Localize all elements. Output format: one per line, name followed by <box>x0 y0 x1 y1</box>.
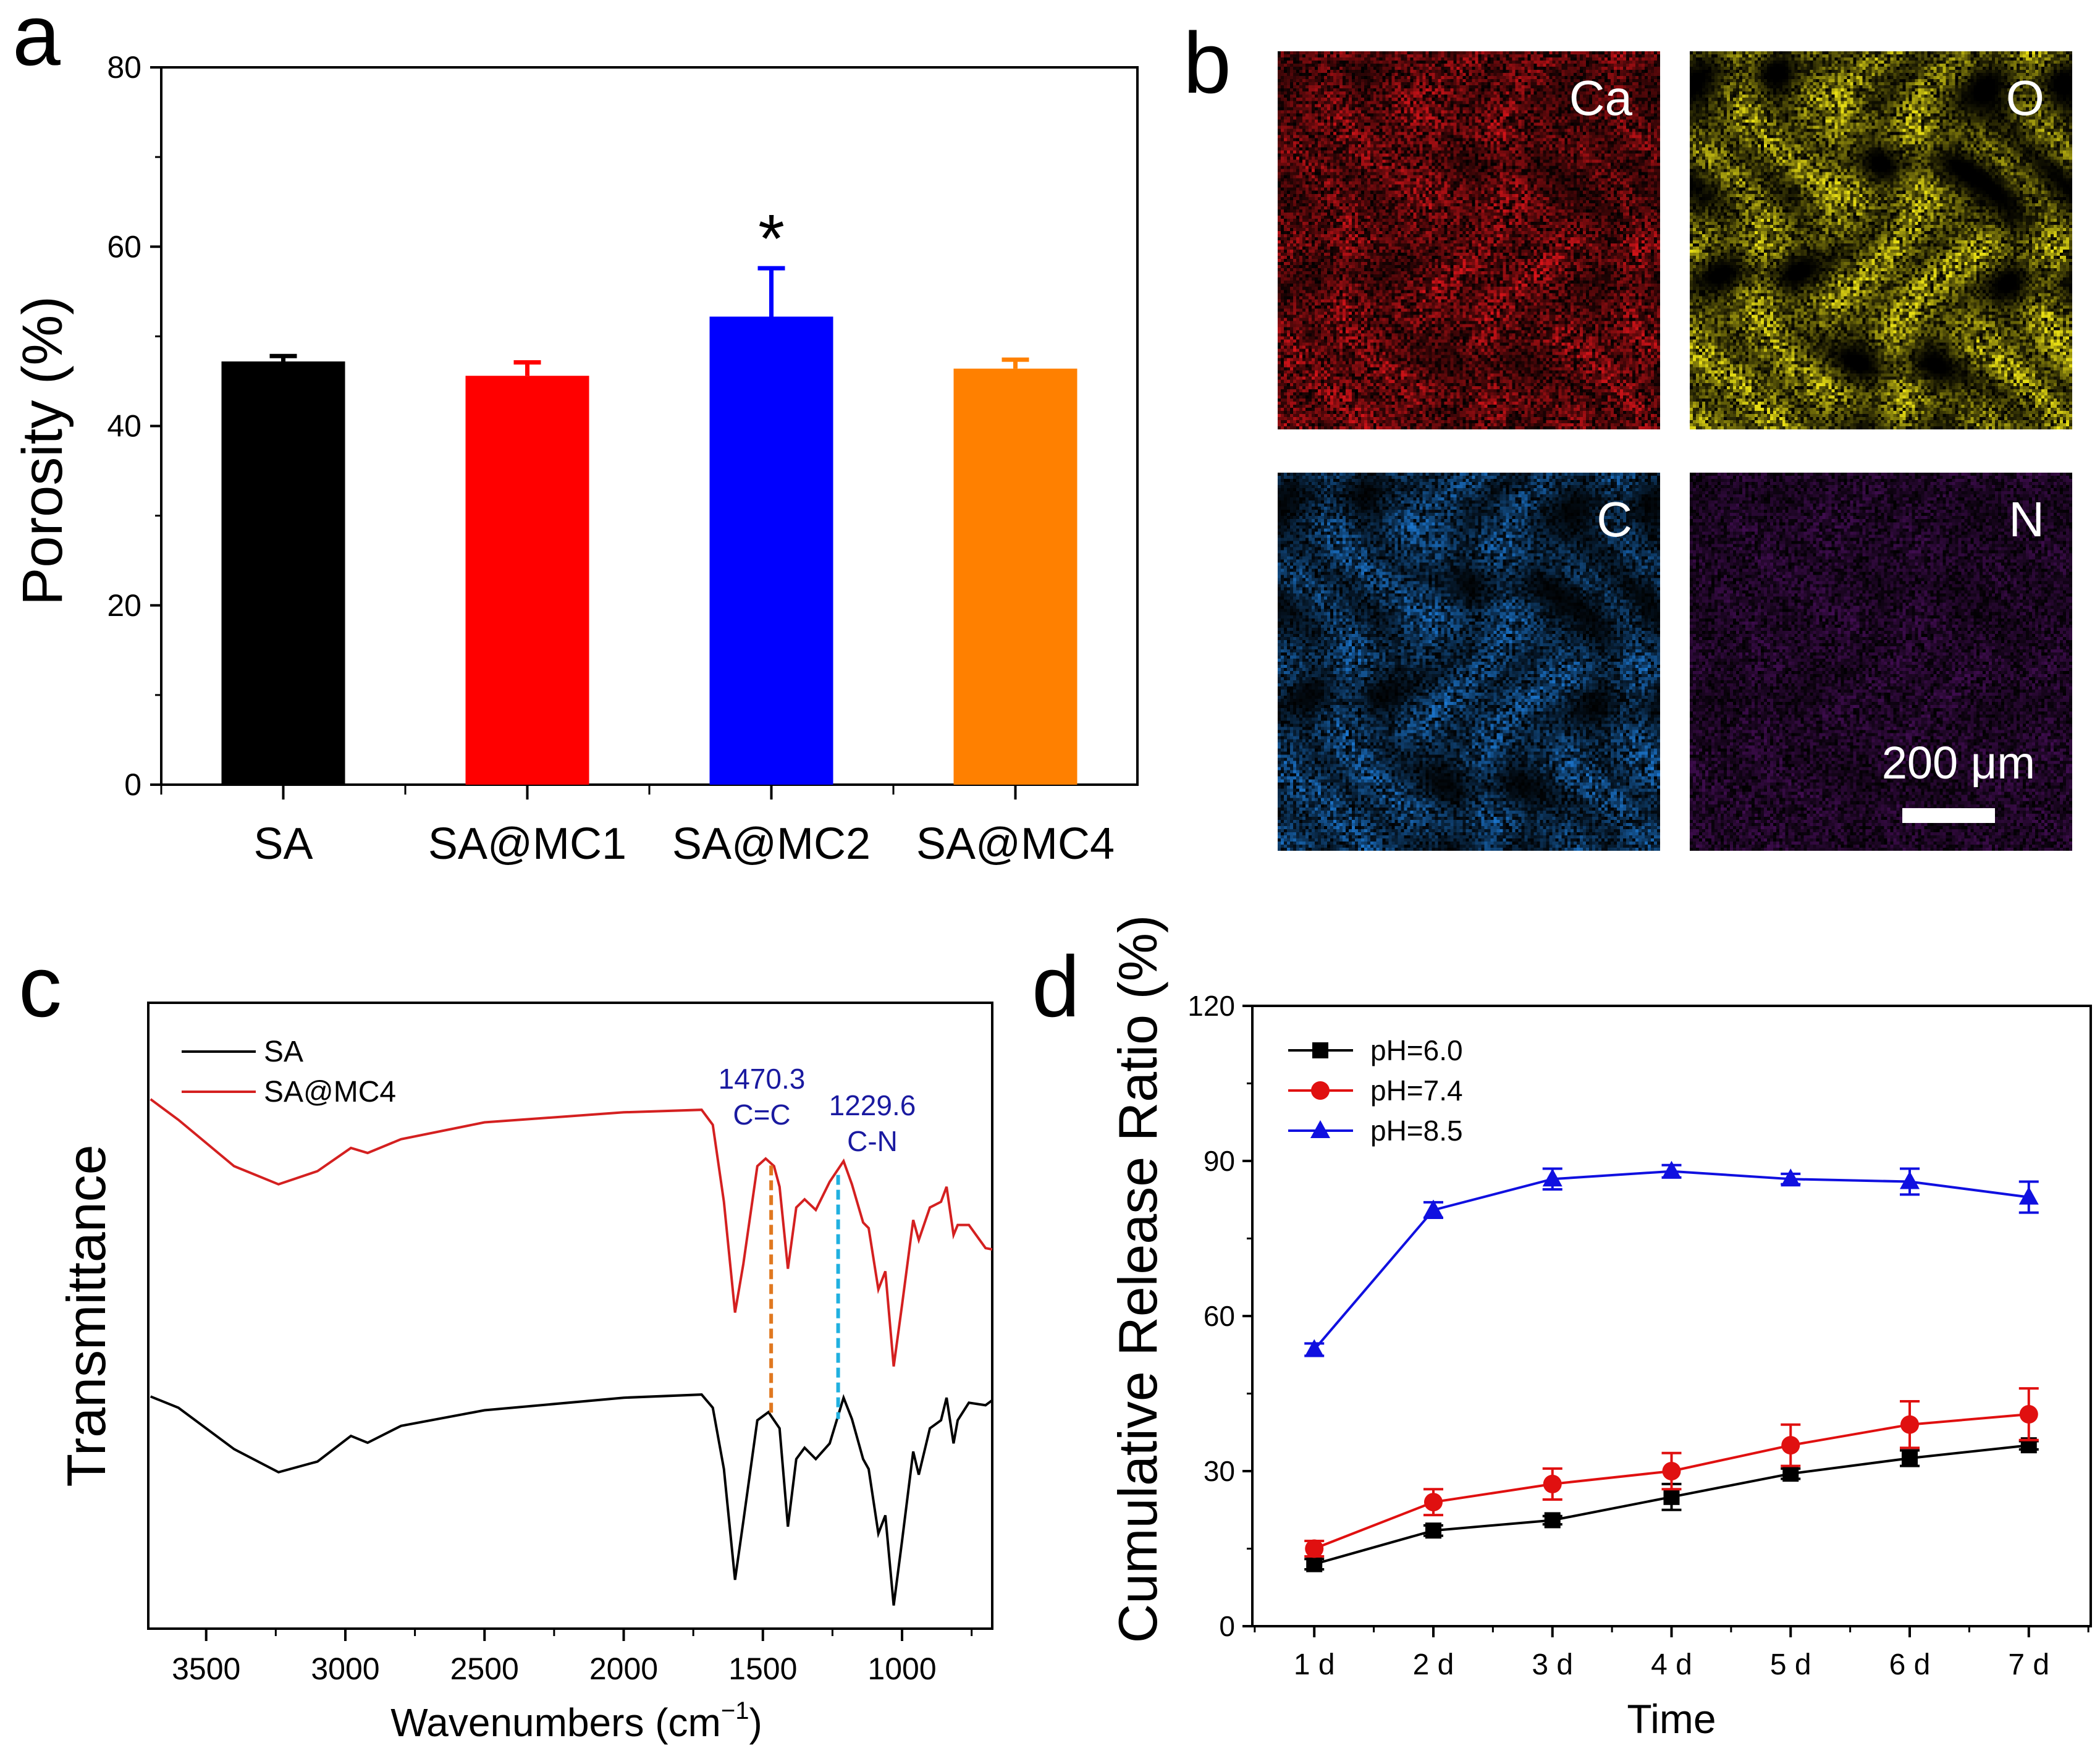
data-point-circle <box>1900 1415 1920 1434</box>
data-point-circle <box>1305 1539 1324 1558</box>
x-axis-title: Time <box>1627 1696 1716 1742</box>
legend-label: SA <box>264 1036 303 1068</box>
y-tick-label: 120 <box>1187 990 1235 1022</box>
axes-frame <box>147 1002 993 1630</box>
y-tick-label: 80 <box>107 50 141 85</box>
data-point-triangle <box>1661 1160 1682 1179</box>
peak-wavenumber-label: 1470.3 <box>719 1063 806 1095</box>
eds-map-n: N 200 μm <box>1690 473 2072 851</box>
element-label: Ca <box>1569 70 1632 125</box>
y-tick-label: 60 <box>1204 1300 1235 1332</box>
eds-map-image <box>1690 51 2072 429</box>
data-point-triangle <box>2018 1186 2039 1205</box>
porosity-bar-chart: 0 20 40 60 80 Porosity (%) SA SA@MC1 SA@MC2 * SA@M… <box>11 50 1139 869</box>
data-point-square <box>1902 1450 1918 1467</box>
bar-sa-mc2 <box>709 316 833 785</box>
panel-label-a: a <box>12 0 61 83</box>
y-axis-title: Transmittance <box>56 1144 117 1487</box>
bar-sa <box>221 361 345 785</box>
ftir-spectrum-chart: 3500 3000 2500 2000 1500 1000 Wavenumbers (cm−… <box>56 1002 993 1745</box>
legend-marker <box>1311 1081 1330 1100</box>
x-tick-label: 2 d <box>1413 1648 1454 1681</box>
legend-label: pH=8.5 <box>1370 1115 1463 1147</box>
x-category-label: SA@MC2 <box>672 819 871 869</box>
element-label: C <box>1596 492 1632 547</box>
data-point-circle <box>1662 1462 1681 1480</box>
peak-bond-label: C=C <box>733 1099 790 1131</box>
data-point-square <box>1425 1522 1441 1539</box>
eds-map-ca: Ca <box>1278 51 1660 429</box>
data-point-circle <box>1423 1493 1443 1512</box>
y-axis-title: Cumulative Release Ratio (%) <box>1107 915 1168 1643</box>
x-tick-label: 6 d <box>1889 1648 1931 1681</box>
x-axis-title-text: Wavenumbers (cm <box>390 1700 721 1745</box>
series-line-pH=8.5 <box>1313 1170 2030 1351</box>
legend-label: pH=7.4 <box>1370 1074 1463 1107</box>
y-tick-label: 90 <box>1204 1145 1235 1177</box>
significance-star: * <box>758 201 785 277</box>
bar-sa-mc1 <box>465 376 589 785</box>
x-tick-label: 1 d <box>1294 1648 1335 1681</box>
element-label: O <box>2005 70 2044 125</box>
scale-bar <box>1902 808 1995 823</box>
y-tick-label: 0 <box>124 767 141 802</box>
eds-map-image <box>1278 473 1660 851</box>
data-point-square <box>1544 1512 1561 1529</box>
x-tick-label: 3 d <box>1532 1648 1573 1681</box>
x-tick-label: 4 d <box>1651 1648 1692 1681</box>
x-tick-label: 5 d <box>1770 1648 1811 1681</box>
data-point-square <box>1663 1488 1680 1505</box>
x-category-label: SA@MC1 <box>428 819 626 869</box>
legend-marker <box>1310 1120 1330 1138</box>
data-point-circle <box>1781 1436 1800 1455</box>
legend-label: pH=6.0 <box>1370 1034 1463 1066</box>
peak-wavenumber-label: 1229.6 <box>829 1089 916 1121</box>
x-tick-label: 2500 <box>450 1652 519 1686</box>
data-point-triangle <box>1304 1339 1325 1357</box>
x-tick-label: 3000 <box>311 1652 379 1686</box>
data-point-circle <box>2019 1404 2038 1424</box>
y-tick-label: 60 <box>107 229 141 264</box>
x-tick-label: 7 d <box>2008 1648 2049 1681</box>
x-axis-title: Wavenumbers (cm−1) <box>390 1697 762 1745</box>
eds-map-image <box>1690 473 2072 851</box>
data-point-triangle <box>1542 1168 1562 1187</box>
data-point-circle <box>1543 1474 1562 1493</box>
data-point-triangle <box>1781 1168 1801 1187</box>
panel-label-d: d <box>1032 938 1080 1035</box>
y-axis-title: Porosity (%) <box>11 296 74 605</box>
eds-map-image <box>1278 51 1660 429</box>
data-point-triangle <box>1423 1199 1443 1218</box>
panel-label-c: c <box>19 938 62 1035</box>
scale-bar-label: 200 μm <box>1881 737 2035 788</box>
y-tick-label: 0 <box>1219 1610 1235 1642</box>
x-category-label: SA <box>253 819 313 869</box>
x-tick-label: 1000 <box>867 1652 936 1686</box>
x-tick-label: 2000 <box>589 1652 658 1686</box>
peak-bond-label: C-N <box>847 1125 898 1157</box>
eds-map-o: O <box>1690 51 2072 429</box>
data-point-square <box>1306 1556 1323 1572</box>
x-axis-title-end: ) <box>749 1700 762 1745</box>
x-axis-title-superscript: −1 <box>721 1697 749 1724</box>
spectrum-sa <box>150 1393 993 1606</box>
x-tick-label: 1500 <box>728 1652 797 1686</box>
eds-map-c: C <box>1278 473 1660 851</box>
element-label: N <box>2009 492 2044 547</box>
y-tick-label: 20 <box>107 588 141 623</box>
spectrum-sa-mc4 <box>150 1098 993 1367</box>
legend-label: SA@MC4 <box>264 1076 396 1108</box>
legend-marker <box>1312 1042 1328 1058</box>
bar-sa-mc4 <box>953 368 1077 785</box>
data-point-triangle <box>1900 1171 1920 1189</box>
y-tick-label: 30 <box>1204 1455 1235 1487</box>
y-tick-label: 40 <box>107 409 141 444</box>
data-point-square <box>1782 1466 1799 1482</box>
panel-label-b: b <box>1183 14 1231 111</box>
x-category-label: SA@MC4 <box>916 819 1115 869</box>
release-line-chart: 0 30 60 90 120 1 d 2 d 3 d 4 d 5 d 6 d 7 d Time Cumul… <box>1107 915 2092 1742</box>
x-tick-label: 3500 <box>172 1652 240 1686</box>
